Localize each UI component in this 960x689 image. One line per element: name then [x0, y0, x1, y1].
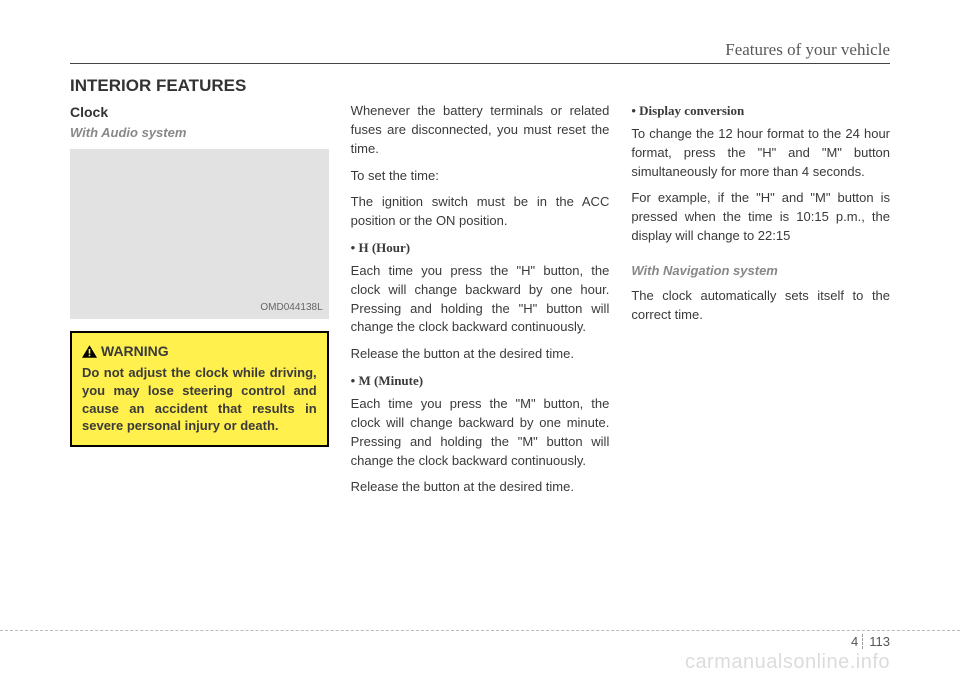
warning-box: WARNING Do not adjust the clock while dr… [70, 331, 329, 446]
display-conv-p2: For example, if the "H" and "M" button i… [631, 189, 890, 246]
intro-p2: To set the time: [351, 167, 610, 186]
column-2: Whenever the battery terminals or relate… [351, 102, 610, 505]
m-minute-head: • M (Minute) [351, 372, 610, 391]
column-3: • Display conversion To change the 12 ho… [631, 102, 890, 505]
warning-title: WARNING [82, 341, 317, 361]
h-hour-head: • H (Hour) [351, 239, 610, 258]
footer-divider [0, 630, 960, 631]
page-number: 113 [862, 634, 890, 649]
watermark: carmanualsonline.info [685, 651, 890, 674]
chapter-header: Features of your vehicle [70, 40, 890, 64]
audio-system-label: With Audio system [70, 124, 329, 143]
m-minute-p2: Release the button at the desired time. [351, 478, 610, 497]
clock-image-placeholder: OMD044138L [70, 149, 329, 319]
display-conv-p1: To change the 12 hour format to the 24 h… [631, 125, 890, 182]
chapter-number: 4 [847, 634, 862, 649]
h-hour-p2: Release the button at the desired time. [351, 345, 610, 364]
intro-p3: The ignition switch must be in the ACC p… [351, 193, 610, 231]
image-code: OMD044138L [260, 301, 322, 316]
clock-subtitle: Clock [70, 102, 329, 122]
nav-system-p: The clock automatically sets itself to t… [631, 287, 890, 325]
page-footer: 4113 [847, 634, 890, 649]
warning-label: WARNING [101, 341, 169, 361]
warning-text: Do not adjust the clock while driving, y… [82, 364, 317, 434]
h-hour-p1: Each time you press the "H" button, the … [351, 262, 610, 337]
section-title: INTERIOR FEATURES [70, 76, 890, 96]
display-conv-head: • Display conversion [631, 102, 890, 121]
warning-icon [82, 345, 97, 358]
content-columns: Clock With Audio system OMD044138L WARNI… [70, 102, 890, 505]
intro-p1: Whenever the battery terminals or relate… [351, 102, 610, 159]
column-1: Clock With Audio system OMD044138L WARNI… [70, 102, 329, 505]
m-minute-p1: Each time you press the "M" button, the … [351, 395, 610, 470]
nav-system-head: With Navigation system [631, 262, 890, 281]
